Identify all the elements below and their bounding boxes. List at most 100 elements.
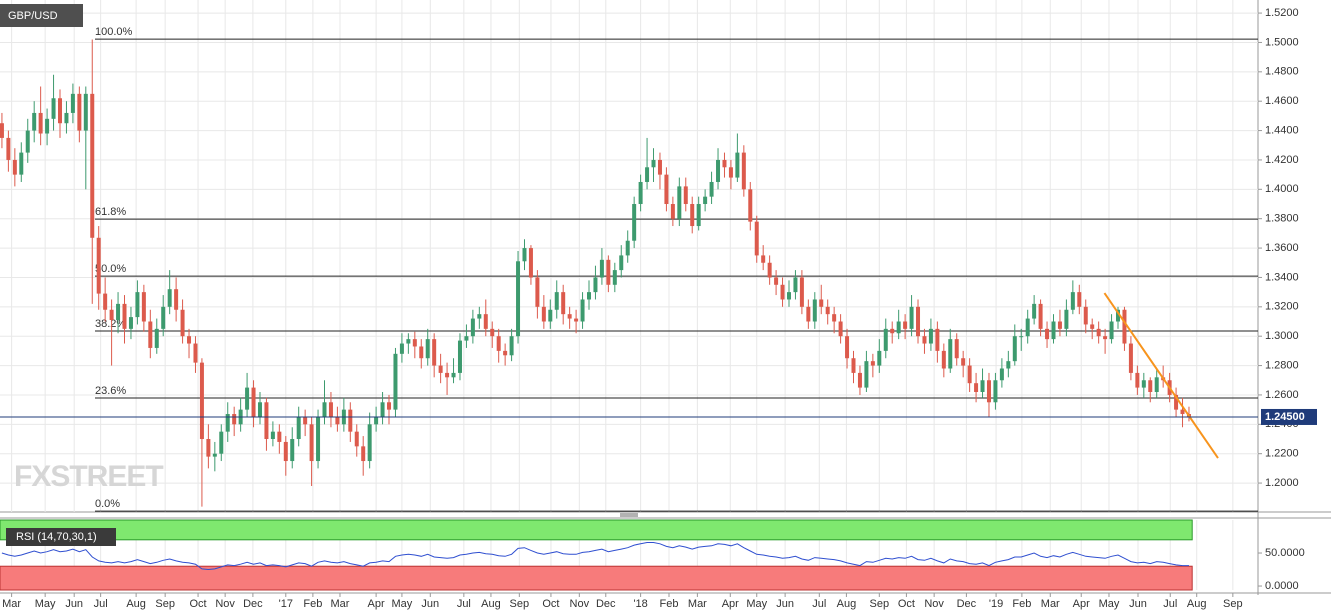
candle-body xyxy=(696,204,701,227)
candle-body xyxy=(206,439,211,457)
y-tick-label: 1.4000 xyxy=(1265,183,1299,195)
candle-body xyxy=(361,446,366,462)
candle-body xyxy=(909,306,914,329)
candle-body xyxy=(670,204,675,219)
candle-body xyxy=(1070,292,1075,310)
rsi-title-box xyxy=(6,528,116,546)
candle-body xyxy=(554,292,559,310)
candle-body xyxy=(116,303,121,321)
fib-label: 0.0% xyxy=(95,498,120,510)
y-tick-label: 1.4800 xyxy=(1265,66,1299,78)
x-tick-label: Jul xyxy=(94,598,108,610)
candle-body xyxy=(690,204,695,227)
candle-body xyxy=(77,93,82,131)
candle-body xyxy=(1180,409,1185,415)
candle-body xyxy=(225,414,230,432)
x-tick-label: Sep xyxy=(1223,598,1243,610)
x-tick-label: Mar xyxy=(2,598,21,610)
candle-body xyxy=(187,336,192,344)
marks: 100.0%61.8%50.0%38.2%23.6%0.0% xyxy=(0,26,1258,591)
candle-body xyxy=(19,152,24,175)
candle-body xyxy=(845,336,850,359)
candle-body xyxy=(122,303,127,329)
candle-body xyxy=(180,309,185,337)
candle-body xyxy=(57,98,62,124)
divider-handle[interactable] xyxy=(620,513,638,517)
candle-body xyxy=(1064,309,1069,329)
candle-body xyxy=(496,336,501,351)
candle-body xyxy=(438,365,443,373)
y-tick-label: 1.4400 xyxy=(1265,124,1299,136)
candle-body xyxy=(761,255,766,263)
candle-body xyxy=(193,343,198,363)
candle-body xyxy=(774,277,779,285)
candle-body xyxy=(896,321,901,334)
fib-label: 61.8% xyxy=(95,206,126,218)
candle-body xyxy=(703,196,708,205)
candle-body xyxy=(606,259,611,285)
y-tick-label: 1.3400 xyxy=(1265,271,1299,283)
x-tick-label: Aug xyxy=(1187,598,1207,610)
x-tick-label: Jun xyxy=(65,598,83,610)
candle-body xyxy=(257,402,262,417)
candle-body xyxy=(1141,380,1146,388)
candle-body xyxy=(335,416,340,425)
y-tick-label: 1.3000 xyxy=(1265,330,1299,342)
candle-body xyxy=(245,387,250,410)
candle-body xyxy=(916,306,921,337)
candle-body xyxy=(96,237,101,294)
rsi-line xyxy=(1,542,1189,571)
candle-body xyxy=(1174,394,1179,410)
y-tick-label: 1.2200 xyxy=(1265,448,1299,460)
candle-body xyxy=(32,112,37,131)
candle-body xyxy=(1038,303,1043,329)
candle-body xyxy=(561,292,566,315)
candle-body xyxy=(922,336,927,344)
candle-body xyxy=(857,372,862,388)
candle-body xyxy=(625,240,630,256)
fib-label: 50.0% xyxy=(95,263,126,275)
candle-body xyxy=(328,402,333,417)
candle-body xyxy=(290,439,295,462)
candle-body xyxy=(645,167,650,182)
candle-body xyxy=(128,317,133,329)
candle-body xyxy=(864,361,869,388)
candle-body xyxy=(1032,303,1037,319)
candle-body xyxy=(587,292,592,300)
x-tick-label: Sep xyxy=(510,598,530,610)
candle-body xyxy=(470,318,475,337)
candle-body xyxy=(812,299,817,322)
candle-body xyxy=(1077,292,1082,307)
candle-body xyxy=(638,181,643,205)
y-tick-label: 0.0000 xyxy=(1265,580,1299,592)
candle-body xyxy=(464,336,469,341)
candle-body xyxy=(722,159,727,168)
candle-body xyxy=(316,416,321,462)
candle-body xyxy=(754,221,759,256)
x-tick-label: Jun xyxy=(1129,598,1147,610)
candle-body xyxy=(1103,336,1108,340)
fib-label: 23.6% xyxy=(95,385,126,397)
candle-body xyxy=(432,339,437,366)
candle-body xyxy=(767,262,772,278)
candle-body xyxy=(1057,321,1062,329)
candle-body xyxy=(632,204,637,241)
x-tick-label: Nov xyxy=(924,598,944,610)
candle-body xyxy=(741,152,746,190)
candle-body xyxy=(786,292,791,300)
watermark: FXSTREET xyxy=(14,460,163,493)
y-tick-label: 1.2800 xyxy=(1265,359,1299,371)
candle-body xyxy=(1122,309,1127,344)
candle-body xyxy=(322,402,327,417)
x-tick-label: Feb xyxy=(1012,598,1031,610)
candle-body xyxy=(1083,306,1088,325)
candle-body xyxy=(509,336,514,356)
x-tick-label: Apr xyxy=(1073,598,1090,610)
candle-body xyxy=(399,343,404,354)
x-tick-label: Nov xyxy=(215,598,235,610)
x-tick-label: Sep xyxy=(870,598,890,610)
candle-body xyxy=(367,424,372,462)
candle-body xyxy=(374,416,379,425)
candle-body xyxy=(451,372,456,378)
y-tick-label: 1.4200 xyxy=(1265,154,1299,166)
